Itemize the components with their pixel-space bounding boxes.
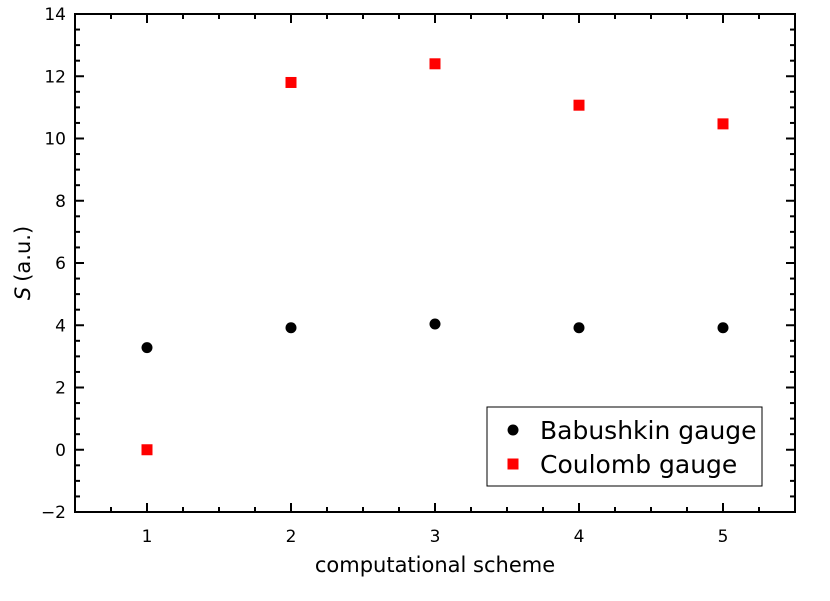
y-tick-label: 10 (44, 130, 66, 150)
y-axis-symbol: S (11, 287, 35, 300)
series-0-point (717, 322, 729, 334)
x-tick-label: 2 (286, 527, 297, 547)
x-tick-label: 3 (430, 527, 441, 547)
series-0-point (285, 322, 297, 334)
x-tick-label: 4 (574, 527, 585, 547)
y-tick-label: 2 (55, 379, 66, 399)
series-1-point (573, 99, 585, 111)
x-tick-label: 5 (718, 527, 729, 547)
y-tick-label: 0 (55, 441, 66, 461)
x-axis-label: computational scheme (315, 553, 555, 577)
x-tick-label: 1 (142, 527, 153, 547)
y-tick-label: 4 (55, 316, 66, 336)
legend-marker-coulomb (507, 458, 519, 470)
legend-marker-babushkin (507, 424, 519, 436)
series-0-point (429, 318, 441, 330)
series-1-point (429, 58, 441, 70)
y-tick-label: −2 (41, 503, 66, 523)
series-1-point (285, 76, 297, 88)
series-0-point (573, 322, 585, 334)
y-axis-unit: (a.u.) (11, 226, 35, 282)
legend-label-babushkin: Babushkin gauge (540, 416, 757, 445)
y-axis-label: S (a.u.) (11, 226, 35, 300)
y-tick-label: 12 (44, 67, 66, 87)
series-1-point (141, 444, 153, 456)
legend-box (486, 406, 763, 487)
data-points (141, 58, 729, 456)
y-tick-label: 14 (44, 5, 66, 25)
y-tick-label: 8 (55, 192, 66, 212)
series-1-point (717, 118, 729, 130)
series-0-point (141, 342, 153, 354)
legend: Babushkin gauge Coulomb gauge (486, 406, 763, 487)
legend-label-coulomb: Coulomb gauge (540, 450, 737, 479)
axis-ticks (74, 13, 796, 513)
y-tick-label: 6 (55, 254, 66, 274)
